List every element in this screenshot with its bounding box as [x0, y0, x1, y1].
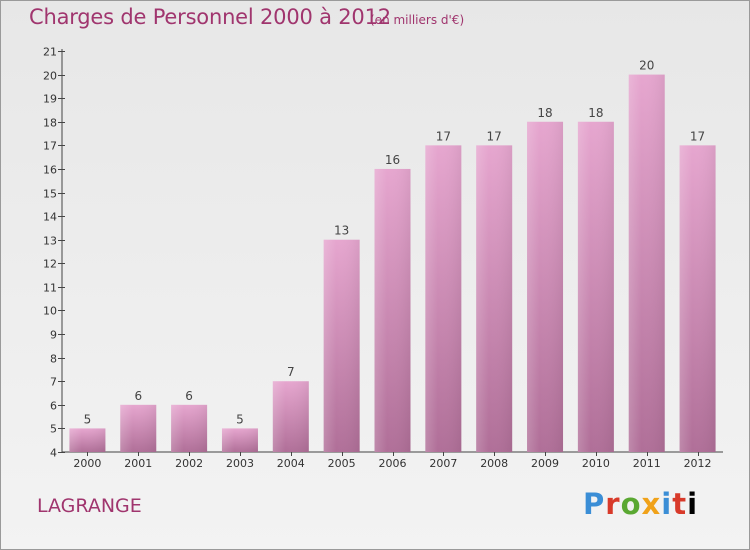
bar-highlight — [527, 121, 564, 452]
y-tick-label: 17 — [43, 140, 57, 153]
chart-subtitle: (en milliers d'€) — [370, 13, 465, 27]
y-tick-label: 11 — [43, 282, 57, 295]
logo-letter: P — [583, 487, 606, 521]
x-tick-label: 2009 — [531, 457, 559, 470]
logo-letter: o — [620, 487, 642, 521]
x-tick-label: 2011 — [633, 457, 661, 470]
y-tick-label: 4 — [50, 447, 57, 460]
y-tick-label: 6 — [50, 400, 57, 413]
y-tick-label: 8 — [50, 353, 57, 366]
commune-name: LAGRANGE — [37, 495, 142, 517]
data-label: 13 — [334, 224, 349, 238]
data-label: 7 — [287, 365, 295, 379]
data-label: 20 — [639, 59, 654, 73]
bar-highlight — [323, 239, 360, 452]
data-label: 16 — [385, 153, 400, 167]
bar-highlight — [69, 428, 106, 452]
y-tick-label: 9 — [50, 329, 57, 342]
x-tick-label: 2005 — [328, 457, 356, 470]
y-tick-label: 13 — [43, 235, 57, 248]
bar-highlight — [374, 168, 411, 453]
data-label: 6 — [134, 389, 142, 403]
y-tick-label: 15 — [43, 188, 57, 201]
y-tick-label: 5 — [50, 423, 57, 436]
logo-letter: t — [672, 487, 688, 521]
bar-highlight — [476, 145, 513, 452]
x-tick-label: 2010 — [582, 457, 610, 470]
y-tick-label: 7 — [50, 376, 57, 389]
x-tick-label: 2003 — [226, 457, 254, 470]
bar-highlight — [425, 145, 462, 452]
data-label: 5 — [236, 412, 244, 426]
y-tick-label: 14 — [43, 211, 57, 224]
x-tick-label: 2000 — [73, 457, 101, 470]
x-tick-label: 2001 — [124, 457, 152, 470]
bar-highlight — [628, 74, 665, 453]
logo-letter: x — [641, 487, 662, 521]
y-tick-label: 19 — [43, 93, 57, 106]
logo-letter: i — [661, 487, 673, 521]
bar-highlight — [272, 381, 309, 452]
data-label: 18 — [588, 106, 603, 120]
y-tick-label: 20 — [43, 70, 57, 83]
bar-highlight — [221, 428, 258, 452]
y-tick-label: 12 — [43, 258, 57, 271]
bar-highlight — [171, 404, 208, 452]
data-label: 17 — [436, 129, 451, 143]
x-tick-label: 2002 — [175, 457, 203, 470]
bar-highlight — [577, 121, 614, 452]
logo-letter: r — [605, 487, 621, 521]
data-label: 18 — [537, 106, 552, 120]
data-label: 17 — [487, 129, 502, 143]
proxiti-logo[interactable]: Proxiti — [583, 487, 698, 521]
bar-highlight — [120, 404, 157, 452]
y-tick-label: 16 — [43, 164, 57, 177]
y-tick-label: 21 — [43, 46, 57, 59]
logo-letter: i — [687, 487, 699, 521]
chart-title: Charges de Personnel 2000 à 2012 — [29, 5, 391, 29]
data-label: 17 — [690, 129, 705, 143]
x-tick-label: 2006 — [379, 457, 407, 470]
x-tick-label: 2007 — [429, 457, 457, 470]
x-tick-label: 2012 — [684, 457, 712, 470]
data-label: 5 — [84, 412, 92, 426]
bar-highlight — [679, 145, 716, 452]
x-tick-label: 2004 — [277, 457, 305, 470]
x-tick-label: 2008 — [480, 457, 508, 470]
y-tick-label: 18 — [43, 117, 57, 130]
data-label: 6 — [185, 389, 193, 403]
y-tick-label: 10 — [43, 305, 57, 318]
